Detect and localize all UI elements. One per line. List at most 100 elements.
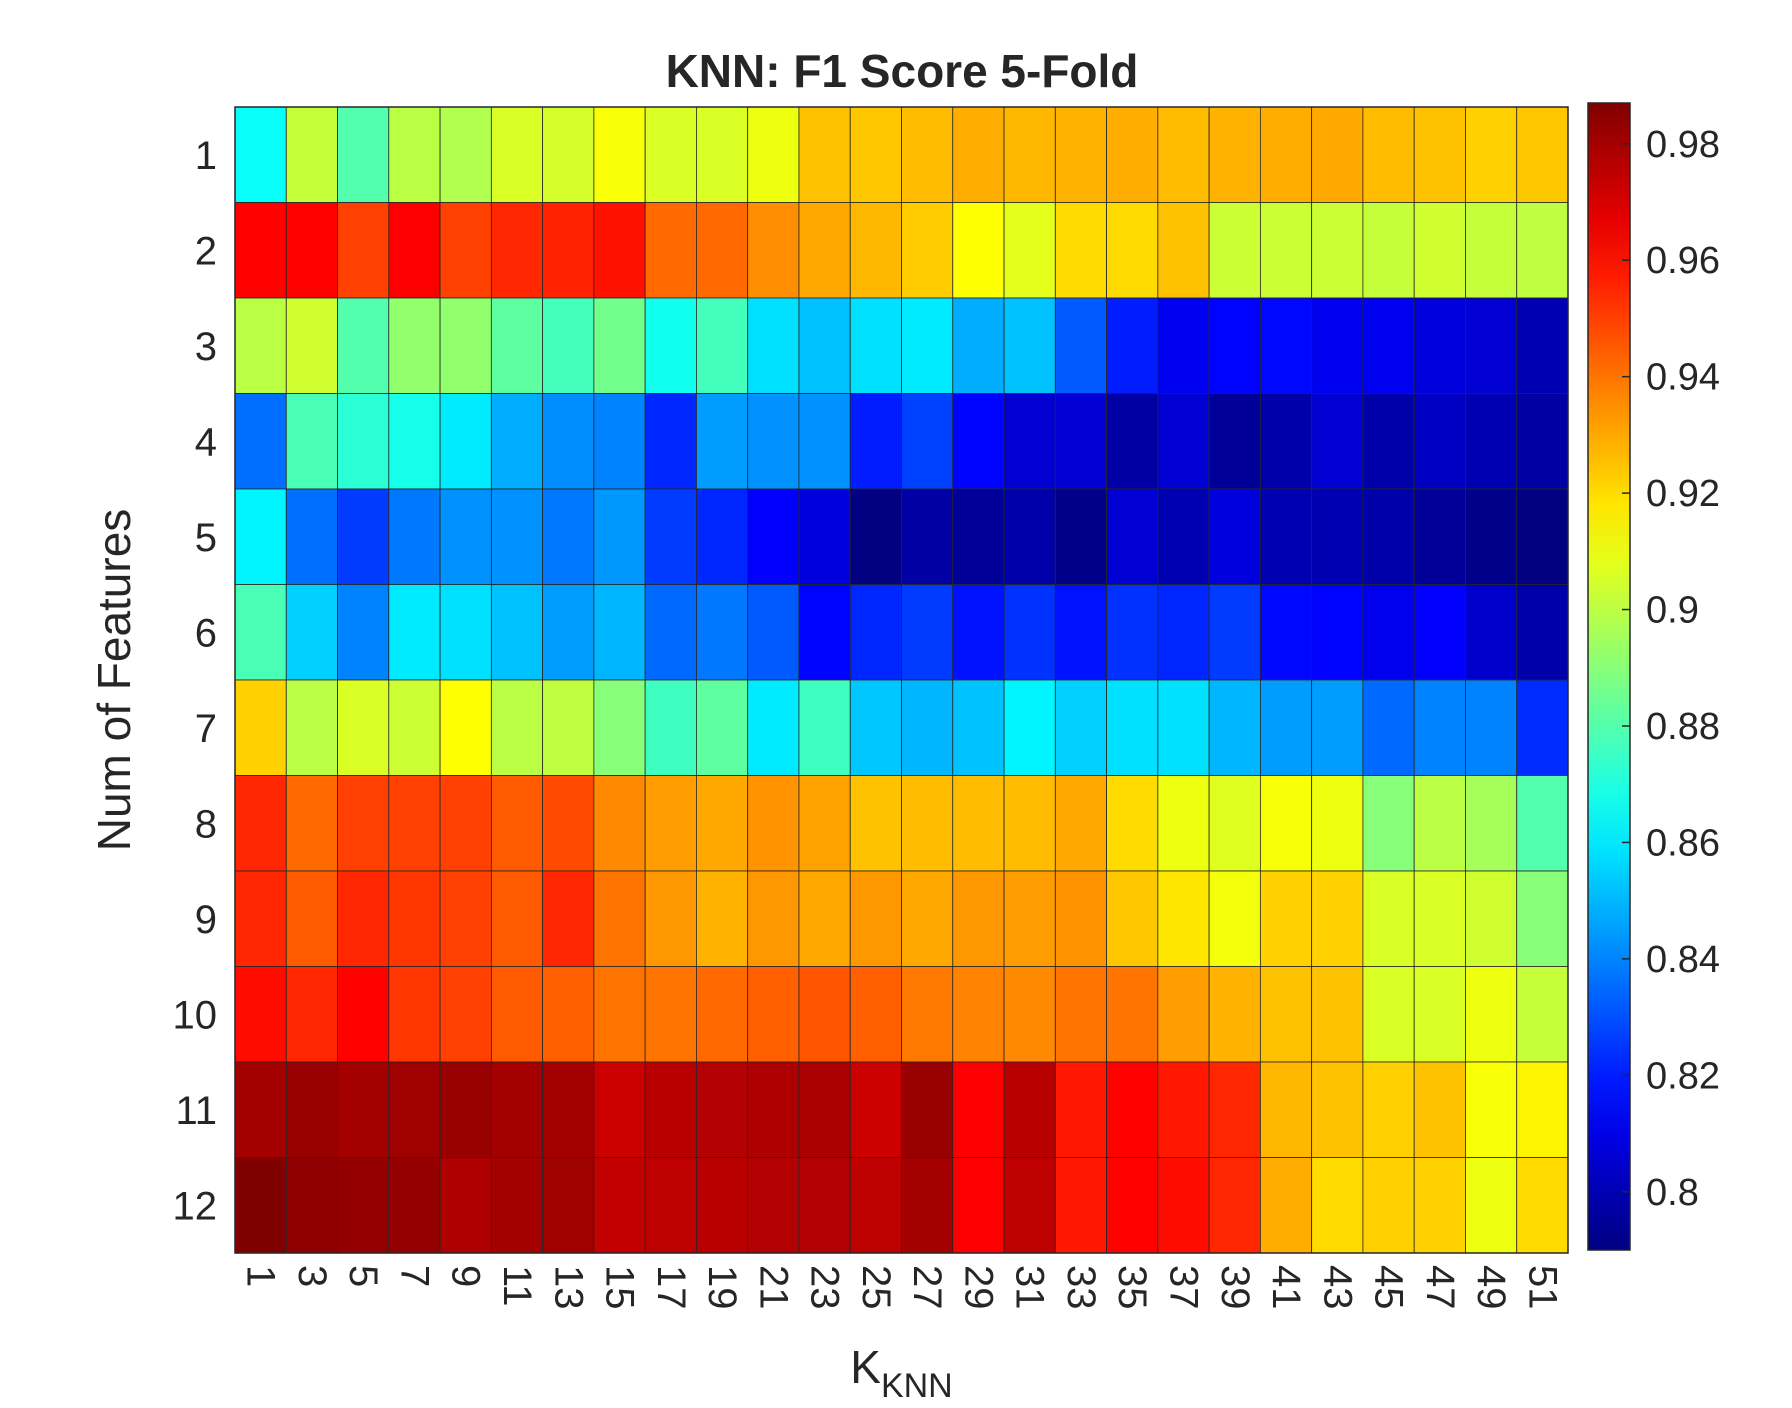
- heatmap-cell: [1157, 775, 1210, 872]
- heatmap-cell: [1516, 870, 1569, 967]
- heatmap-cell: [1054, 679, 1107, 776]
- heatmap-cell: [337, 1061, 390, 1158]
- heatmap-cell: [1054, 966, 1107, 1063]
- x-tick-label: 39: [1213, 1265, 1257, 1310]
- heatmap-cell: [849, 1061, 902, 1158]
- heatmap-cell: [285, 106, 338, 203]
- heatmap-cell: [490, 393, 544, 490]
- heatmap-cell: [747, 1157, 800, 1254]
- x-tick-label: 29: [956, 1265, 1000, 1310]
- heatmap-cell: [1362, 106, 1415, 203]
- heatmap-cell: [1003, 202, 1056, 299]
- heatmap-cell: [1465, 1157, 1518, 1254]
- heatmap-cell: [901, 584, 954, 681]
- colorbar-tick-label: 0.98: [1646, 124, 1720, 166]
- heatmap-cell: [439, 775, 492, 872]
- x-tick-label: 49: [1469, 1265, 1513, 1310]
- heatmap-cell: [644, 106, 697, 203]
- heatmap-cell: [798, 679, 851, 776]
- heatmap-cell: [1208, 1157, 1261, 1254]
- heatmap-cell: [1516, 775, 1569, 872]
- heatmap-cell: [952, 488, 1005, 585]
- heatmap-cell: [1106, 202, 1159, 299]
- heatmap-cell: [1003, 106, 1056, 203]
- heatmap-cell: [1311, 1157, 1364, 1254]
- y-tick-label: 2: [195, 229, 217, 273]
- heatmap-cell: [696, 1061, 749, 1158]
- heatmap-cell: [1362, 679, 1415, 776]
- x-tick-label: 19: [700, 1265, 744, 1310]
- heatmap-cell: [490, 870, 544, 967]
- x-axis-label-main: K: [850, 1341, 881, 1393]
- heatmap-cell: [1362, 775, 1415, 872]
- heatmap-cell: [1157, 870, 1210, 967]
- y-tick-label: 5: [195, 516, 217, 560]
- heatmap-cell: [901, 775, 954, 872]
- heatmap-cell: [1208, 1061, 1261, 1158]
- heatmap-cell: [1413, 393, 1466, 490]
- heatmap-cell: [234, 584, 287, 681]
- heatmap-cell: [1465, 488, 1518, 585]
- heatmap-cell: [593, 966, 646, 1063]
- colorbar-tick-label: 0.88: [1646, 706, 1720, 748]
- plot-frame: [234, 106, 1569, 1254]
- heatmap-cell: [542, 297, 595, 394]
- heatmap-cell: [1003, 775, 1056, 872]
- heatmap-cell: [901, 870, 954, 967]
- heatmap-cell: [1362, 966, 1415, 1063]
- heatmap-cell: [593, 679, 646, 776]
- heatmap-cell: [1208, 488, 1261, 585]
- heatmap-cell: [1157, 1061, 1210, 1158]
- heatmap-cell: [439, 870, 492, 967]
- y-tick-label: 1: [195, 134, 217, 178]
- heatmap-cell: [1106, 966, 1159, 1063]
- heatmap-cell: [1516, 679, 1569, 776]
- heatmap-cell: [1259, 966, 1313, 1063]
- x-tick-label: 3: [290, 1265, 334, 1287]
- heatmap-cell: [952, 966, 1005, 1063]
- heatmap-cell: [952, 297, 1005, 394]
- heatmap-cell: [1362, 1061, 1415, 1158]
- heatmap-cell: [1157, 488, 1210, 585]
- heatmap-cell: [439, 488, 492, 585]
- heatmap-cell: [747, 202, 800, 299]
- heatmap-cell: [644, 393, 697, 490]
- heatmap-cell: [1106, 1157, 1159, 1254]
- heatmap-cell: [1311, 202, 1364, 299]
- heatmap-cell: [1516, 966, 1569, 1063]
- y-axis-label: Num of Features: [88, 509, 140, 852]
- heatmap-cell: [798, 584, 851, 681]
- colorbar-tick-label: 0.92: [1646, 473, 1720, 515]
- heatmap-cell: [1465, 679, 1518, 776]
- heatmap-cell: [490, 584, 544, 681]
- heatmap-cell: [747, 297, 800, 394]
- heatmap-cell: [1413, 775, 1466, 872]
- heatmap-cell: [234, 966, 287, 1063]
- x-tick-label: 11: [495, 1265, 539, 1307]
- heatmap-cell: [1106, 297, 1159, 394]
- heatmap-cell: [1003, 488, 1056, 585]
- heatmap-cell: [1413, 202, 1466, 299]
- heatmap-cell: [285, 488, 338, 585]
- heatmap-cell: [337, 106, 390, 203]
- heatmap-cell: [234, 202, 287, 299]
- heatmap-cells: [234, 106, 1569, 1254]
- colorbar-ticks: 0.8 0.82 0.84 0.86 0.88 0.9 0.92 0.94 0.96 0.98: [1622, 124, 1720, 1214]
- heatmap-cell: [1259, 1157, 1313, 1254]
- heatmap-cell: [388, 679, 441, 776]
- heatmap-cell: [644, 1061, 697, 1158]
- heatmap-cell: [542, 775, 595, 872]
- heatmap-cell: [1465, 1061, 1518, 1158]
- heatmap-cell: [849, 106, 902, 203]
- heatmap-cell: [542, 679, 595, 776]
- heatmap-cell: [542, 584, 595, 681]
- heatmap-cell: [285, 393, 338, 490]
- heatmap-cell: [1362, 297, 1415, 394]
- heatmap-cell: [952, 393, 1005, 490]
- heatmap-cell: [901, 1061, 954, 1158]
- heatmap-cell: [1413, 1157, 1466, 1254]
- colorbar-tick-label: 0.84: [1646, 939, 1720, 981]
- heatmap-cell: [285, 966, 338, 1063]
- heatmap-cell: [285, 1061, 338, 1158]
